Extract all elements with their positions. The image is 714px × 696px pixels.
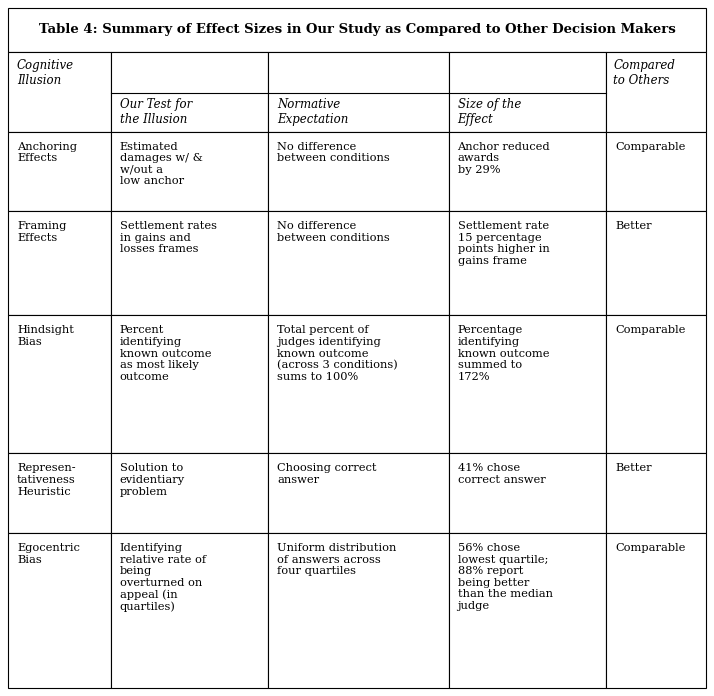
Bar <box>111 211 268 315</box>
Text: Framing
Effects: Framing Effects <box>17 221 66 243</box>
Bar <box>8 315 111 454</box>
Text: 56% chose
lowest quartile;
88% report
being better
than the median
judge: 56% chose lowest quartile; 88% report be… <box>458 543 553 611</box>
Bar <box>606 315 706 454</box>
Bar <box>268 52 448 132</box>
Bar <box>111 533 268 688</box>
Bar <box>8 52 111 132</box>
Text: 41% chose
correct answer: 41% chose correct answer <box>458 464 545 485</box>
Bar <box>8 533 111 688</box>
Bar <box>606 533 706 688</box>
Text: Estimated
damages w/ &
w/out a
low anchor: Estimated damages w/ & w/out a low ancho… <box>120 141 203 187</box>
Bar <box>268 315 448 454</box>
Text: Choosing correct
answer: Choosing correct answer <box>278 464 377 485</box>
Bar <box>111 52 268 132</box>
Bar <box>111 315 268 454</box>
Text: No difference
between conditions: No difference between conditions <box>278 221 390 243</box>
Text: Comparable: Comparable <box>615 326 685 335</box>
Bar <box>448 211 606 315</box>
Text: Hindsight
Bias: Hindsight Bias <box>17 326 74 347</box>
Text: Better: Better <box>615 464 652 473</box>
Text: Total percent of
judges identifying
known outcome
(across 3 conditions)
sums to : Total percent of judges identifying know… <box>278 326 398 382</box>
Text: Anchor reduced
awards
by 29%: Anchor reduced awards by 29% <box>458 141 550 175</box>
Text: Represen-
tativeness
Heuristic: Represen- tativeness Heuristic <box>17 464 76 497</box>
Bar <box>606 132 706 211</box>
Text: Percentage
identifying
known outcome
summed to
172%: Percentage identifying known outcome sum… <box>458 326 549 382</box>
Text: Identifying
relative rate of
being
overturned on
appeal (in
quartiles): Identifying relative rate of being overt… <box>120 543 206 612</box>
Bar <box>448 454 606 533</box>
Text: Normative
Expectation: Normative Expectation <box>278 98 349 127</box>
Text: Cognitive
Illusion: Cognitive Illusion <box>17 59 74 87</box>
Bar <box>606 211 706 315</box>
Bar <box>448 52 606 132</box>
Bar <box>111 454 268 533</box>
Text: Comparable: Comparable <box>615 543 685 553</box>
Text: Table 4: Summary of Effect Sizes in Our Study as Compared to Other Decision Make: Table 4: Summary of Effect Sizes in Our … <box>39 24 675 36</box>
Text: Solution to
evidentiary
problem: Solution to evidentiary problem <box>120 464 185 497</box>
Bar <box>111 132 268 211</box>
Bar <box>448 315 606 454</box>
Bar <box>268 211 448 315</box>
Bar <box>8 132 111 211</box>
Text: Compared
to Others: Compared to Others <box>613 59 675 87</box>
Text: No difference
between conditions: No difference between conditions <box>278 141 390 163</box>
Text: Uniform distribution
of answers across
four quartiles: Uniform distribution of answers across f… <box>278 543 397 576</box>
Bar <box>268 132 448 211</box>
Text: Egocentric
Bias: Egocentric Bias <box>17 543 80 564</box>
Text: Percent
identifying
known outcome
as most likely
outcome: Percent identifying known outcome as mos… <box>120 326 211 382</box>
Bar <box>448 533 606 688</box>
Bar <box>8 454 111 533</box>
Text: Settlement rates
in gains and
losses frames: Settlement rates in gains and losses fra… <box>120 221 216 254</box>
Bar <box>448 132 606 211</box>
Text: Our Test for
the Illusion: Our Test for the Illusion <box>120 98 192 127</box>
Text: Size of the
Effect: Size of the Effect <box>458 98 521 127</box>
Bar <box>8 211 111 315</box>
Bar <box>606 52 706 132</box>
Bar <box>268 533 448 688</box>
Text: Comparable: Comparable <box>615 141 685 152</box>
Bar <box>268 454 448 533</box>
Text: Anchoring
Effects: Anchoring Effects <box>17 141 77 163</box>
Bar <box>8 8 706 52</box>
Bar <box>606 454 706 533</box>
Text: Better: Better <box>615 221 652 231</box>
Text: Settlement rate
15 percentage
points higher in
gains frame: Settlement rate 15 percentage points hig… <box>458 221 549 266</box>
